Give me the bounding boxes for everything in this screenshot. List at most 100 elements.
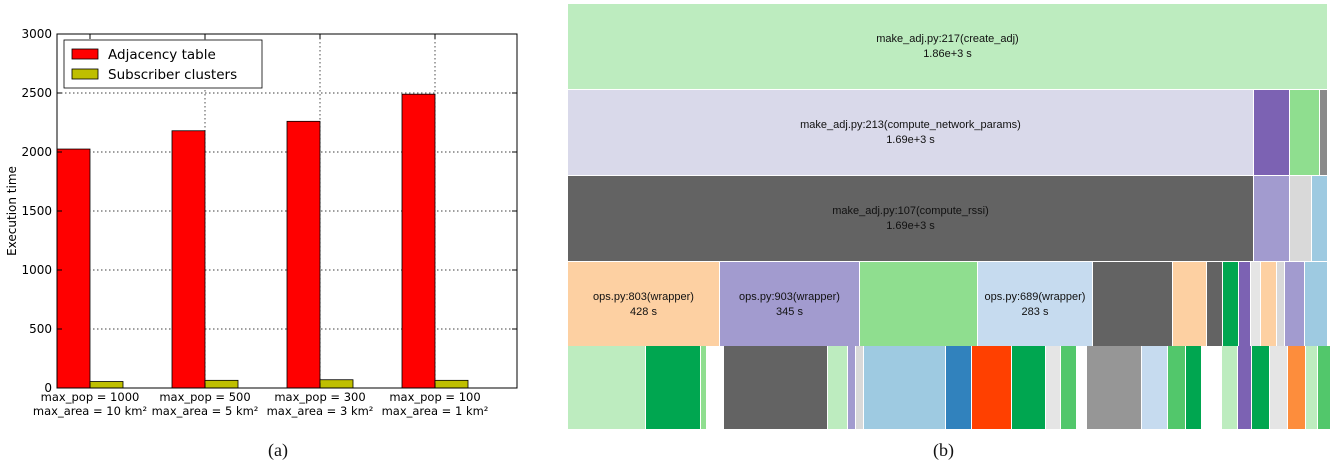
icicle-function-name: make_adj.py:107(compute_rssi) xyxy=(832,205,989,217)
icicle-block[interactable] xyxy=(860,262,978,348)
icicle-function-name: ops.py:689(wrapper) xyxy=(984,291,1086,303)
icicle-time-value: 345 s xyxy=(776,306,803,318)
icicle-time-value: 1.86e+3 s xyxy=(923,48,972,60)
icicle-block-label: make_adj.py:217(create_adj) 1.86e+3 s xyxy=(568,32,1327,62)
icicle-block-label: ops.py:903(wrapper) 345 s xyxy=(720,290,859,320)
icicle-block[interactable] xyxy=(1290,90,1320,176)
icicle-block[interactable]: ops.py:903(wrapper) 345 s xyxy=(720,262,860,348)
icicle-block[interactable] xyxy=(1261,262,1277,348)
legend-label: Adjacency table xyxy=(108,47,216,63)
icicle-time-value: 283 s xyxy=(1021,306,1049,318)
icicle-block[interactable] xyxy=(1318,346,1330,430)
icicle-block[interactable] xyxy=(1012,346,1046,430)
x-tick-label: max_area = 10 km² xyxy=(33,404,147,418)
y-tick-label: 0 xyxy=(44,381,52,395)
icicle-function-name: ops.py:803(wrapper) xyxy=(593,291,694,303)
icicle-block[interactable] xyxy=(1251,262,1261,348)
icicle-block[interactable] xyxy=(1277,262,1285,348)
bar xyxy=(89,381,124,389)
legend-label: Subscriber clusters xyxy=(108,67,237,83)
icicle-block[interactable] xyxy=(1223,262,1239,348)
icicle-block[interactable]: make_adj.py:107(compute_rssi) 1.69e+3 s xyxy=(568,176,1254,262)
icicle-block[interactable] xyxy=(568,346,646,430)
legend-box xyxy=(63,39,263,89)
x-tick-label: max_pop = 500 xyxy=(159,390,250,404)
icicle-block[interactable]: ops.py:803(wrapper) 428 s xyxy=(568,262,720,348)
icicle-block[interactable] xyxy=(1186,346,1202,430)
icicle-block[interactable] xyxy=(701,346,707,430)
y-tick-label: 2500 xyxy=(21,86,52,100)
legend-swatch xyxy=(71,48,99,60)
icicle-block-label: make_adj.py:213(compute_network_params) 1… xyxy=(568,118,1253,148)
y-tick-label: 1000 xyxy=(21,263,52,277)
icicle-block[interactable] xyxy=(707,346,724,430)
icicle-time-value: 1.69e+3 s xyxy=(886,134,935,146)
bar xyxy=(56,148,91,389)
icicle-function-name: make_adj.py:217(create_adj) xyxy=(876,33,1019,45)
icicle-block[interactable] xyxy=(1222,346,1238,430)
icicle-block[interactable] xyxy=(1320,90,1328,176)
icicle-chart-b: make_adj.py:217(create_adj) 1.86e+3 s make… xyxy=(568,4,1330,432)
icicle-block[interactable] xyxy=(1290,176,1312,262)
bar xyxy=(319,379,354,389)
x-tick-label: max_pop = 300 xyxy=(274,390,365,404)
icicle-block[interactable] xyxy=(724,346,828,430)
icicle-block[interactable] xyxy=(1061,346,1077,430)
icicle-block[interactable] xyxy=(1306,346,1318,430)
y-tick-label: 3000 xyxy=(21,27,52,41)
caption-b: (b) xyxy=(933,440,954,460)
x-tick-label: max_pop = 1000 xyxy=(41,390,140,404)
icicle-block[interactable] xyxy=(1305,262,1328,348)
icicle-function-name: ops.py:903(wrapper) xyxy=(739,291,840,303)
icicle-block[interactable] xyxy=(1173,262,1207,348)
legend-swatch xyxy=(71,68,99,80)
icicle-block[interactable] xyxy=(1285,262,1305,348)
icicle-block[interactable] xyxy=(1202,346,1222,430)
x-tick-label: max_pop = 100 xyxy=(389,390,480,404)
icicle-block[interactable] xyxy=(1252,346,1270,430)
icicle-block[interactable] xyxy=(848,346,856,430)
icicle-block[interactable] xyxy=(1142,346,1168,430)
icicle-block[interactable] xyxy=(1046,346,1061,430)
icicle-block[interactable] xyxy=(1087,346,1142,430)
icicle-block[interactable] xyxy=(1093,262,1173,348)
icicle-block[interactable] xyxy=(856,346,864,430)
icicle-block[interactable] xyxy=(1312,176,1328,262)
icicle-block[interactable] xyxy=(1254,176,1290,262)
icicle-block-label: make_adj.py:107(compute_rssi) 1.69e+3 s xyxy=(568,204,1253,234)
icicle-block[interactable] xyxy=(1077,346,1087,430)
icicle-time-value: 428 s xyxy=(630,306,657,318)
icicle-block[interactable] xyxy=(1168,346,1186,430)
icicle-block[interactable]: make_adj.py:213(compute_network_params) 1… xyxy=(568,90,1254,176)
bar xyxy=(401,93,436,389)
bar xyxy=(171,130,206,389)
icicle-time-value: 1.69e+3 s xyxy=(886,220,935,232)
icicle-block[interactable] xyxy=(1270,346,1288,430)
icicle-block[interactable] xyxy=(972,346,1012,430)
icicle-block-label: ops.py:689(wrapper) 283 s xyxy=(978,290,1092,320)
x-tick-label: max_area = 3 km² xyxy=(267,404,374,418)
caption-a: (a) xyxy=(268,440,288,460)
bar xyxy=(434,379,469,389)
icicle-block[interactable] xyxy=(1238,346,1252,430)
icicle-block[interactable] xyxy=(1254,90,1290,176)
icicle-function-name: make_adj.py:213(compute_network_params) xyxy=(800,119,1021,131)
icicle-block[interactable] xyxy=(1207,262,1223,348)
bar xyxy=(286,120,321,389)
x-tick-label: max_area = 5 km² xyxy=(152,404,259,418)
y-axis-label: Execution time xyxy=(5,166,19,256)
icicle-block[interactable] xyxy=(1288,346,1306,430)
icicle-block[interactable] xyxy=(864,346,946,430)
icicle-block-label: ops.py:803(wrapper) 428 s xyxy=(568,290,719,320)
icicle-block[interactable] xyxy=(946,346,972,430)
icicle-block[interactable] xyxy=(1239,262,1251,348)
icicle-block[interactable]: make_adj.py:217(create_adj) 1.86e+3 s xyxy=(568,4,1328,90)
y-tick-label: 500 xyxy=(29,322,52,336)
icicle-block[interactable] xyxy=(828,346,848,430)
icicle-block[interactable] xyxy=(646,346,701,430)
y-tick-label: 1500 xyxy=(21,204,52,218)
icicle-block[interactable]: ops.py:689(wrapper) 283 s xyxy=(978,262,1093,348)
y-tick-label: 2000 xyxy=(21,145,52,159)
bar xyxy=(204,379,239,389)
